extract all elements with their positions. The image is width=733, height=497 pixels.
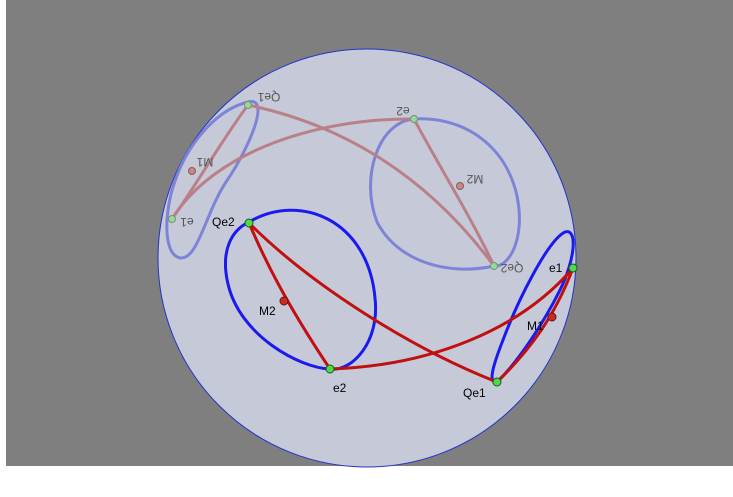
point-qe2[interactable] — [244, 218, 254, 228]
ghost-label-m2: M2 — [466, 172, 483, 186]
ghost-point-qe2[interactable] — [490, 262, 498, 270]
curve-qe2-e2 — [247, 222, 332, 370]
label-m1: M1 — [527, 319, 544, 333]
label-qe2: Qe2 — [212, 215, 235, 229]
ghost-label-qe1: Qe1 — [257, 90, 280, 104]
ghost-label-e1: e1 — [180, 215, 194, 229]
ghost-point-e2[interactable] — [410, 115, 418, 123]
point-m2[interactable] — [279, 296, 289, 306]
ghost-curve-e2-qe2 — [412, 118, 496, 267]
ghost-curve-qe1-qe2 — [247, 103, 496, 267]
label-e1: e1 — [549, 261, 563, 275]
ghost-point-m2[interactable] — [456, 182, 464, 190]
loop-right — [490, 230, 575, 384]
ghost-label-qe2: Qe2 — [500, 261, 523, 275]
main-figure: Qe2 M2 e2 e1 M1 Qe1 — [212, 208, 578, 400]
curve-qe1-e1 — [495, 267, 575, 384]
ghost-point-m1[interactable] — [188, 167, 196, 175]
ghost-label-m1: M1 — [196, 155, 213, 169]
label-e2: e2 — [333, 381, 347, 395]
point-qe1[interactable] — [492, 377, 502, 387]
label-m2: M2 — [259, 304, 276, 318]
ghost-figure: Qe1 e2 M1 M2 e1 Qe2 — [165, 90, 523, 275]
curve-qe2-qe1 — [247, 221, 498, 384]
ghost-point-e1[interactable] — [168, 215, 176, 223]
poincare-disk — [157, 48, 577, 468]
curve-e2-e1 — [329, 267, 575, 371]
ghost-loop-left — [165, 100, 260, 260]
label-qe1: Qe1 — [463, 386, 486, 400]
point-e1[interactable] — [568, 263, 578, 273]
ghost-point-qe1[interactable] — [244, 101, 252, 109]
ghost-label-e2: e2 — [396, 104, 410, 118]
ghost-curve-qe1-e1 — [170, 104, 250, 220]
point-e2[interactable] — [325, 364, 335, 374]
ghost-curve-e1-e2 — [170, 117, 415, 220]
point-m1[interactable] — [547, 312, 557, 322]
